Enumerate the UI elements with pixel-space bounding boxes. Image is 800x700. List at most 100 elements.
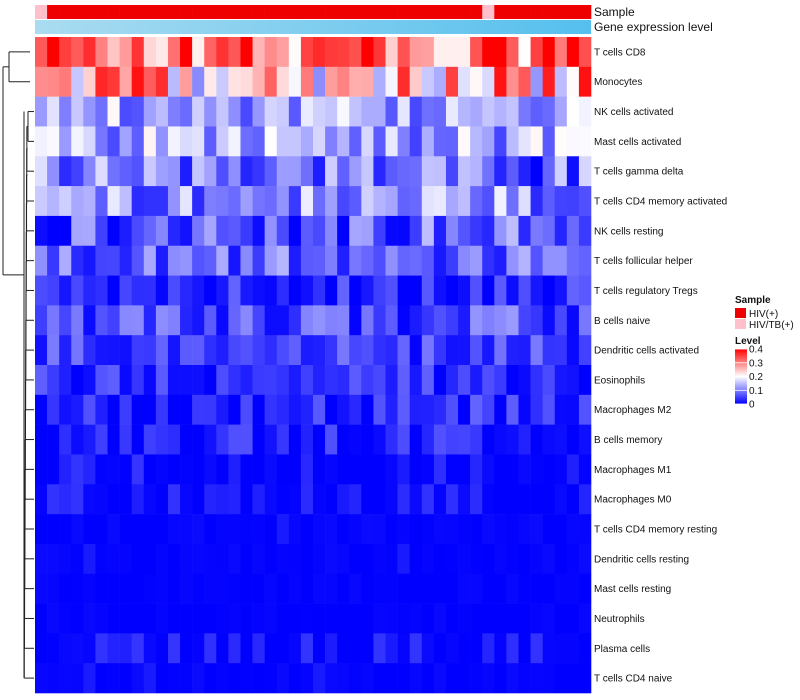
heatmap-cell <box>325 275 338 306</box>
heatmap-cell <box>397 96 410 127</box>
sample-cell <box>361 5 374 19</box>
heatmap-cell <box>59 514 72 545</box>
heatmap-cell <box>192 245 205 276</box>
heatmap-cell <box>107 663 120 694</box>
heatmap-cell <box>155 514 169 545</box>
heatmap-cell <box>216 275 229 306</box>
heatmap-cell <box>433 245 447 276</box>
heatmap-cell <box>433 305 447 336</box>
heatmap-cell <box>83 394 96 425</box>
heatmap-cell <box>313 543 326 575</box>
row-label: T cells CD4 memory resting <box>594 525 717 536</box>
heatmap-cell <box>180 96 193 127</box>
heatmap-cell <box>421 424 435 455</box>
heatmap-cell <box>566 275 580 306</box>
heatmap-cell <box>361 484 374 515</box>
heatmap-cell <box>482 633 495 664</box>
heatmap-cell <box>445 454 459 485</box>
heatmap-cell <box>228 633 241 664</box>
row-label: T cells gamma delta <box>594 167 684 178</box>
heatmap-cell <box>566 66 580 97</box>
heatmap-cell <box>95 394 108 425</box>
heatmap-cell <box>337 633 350 664</box>
heatmap-cell <box>494 66 507 97</box>
heatmap-cell <box>361 186 374 217</box>
heatmap-cell <box>313 37 326 68</box>
heatmap-cell <box>542 365 556 396</box>
heatmap-cell <box>506 663 519 694</box>
heatmap-cell <box>252 633 265 664</box>
heatmap-cell <box>578 543 592 575</box>
heatmap-cell <box>482 37 495 68</box>
heatmap-cell <box>554 484 568 515</box>
heatmap-cell <box>518 37 531 68</box>
heatmap-cell <box>47 484 60 515</box>
heatmap-cell <box>482 335 495 366</box>
heatmap-cell <box>35 454 48 485</box>
heatmap-cell <box>167 305 181 336</box>
heatmap-cell <box>458 66 471 97</box>
heatmap-cell <box>494 484 507 515</box>
heatmap-cell <box>373 156 386 187</box>
heatmap-cell <box>59 394 72 425</box>
heatmap-cell <box>276 156 290 187</box>
heatmap-cells <box>35 37 592 694</box>
heatmap-cell <box>470 275 483 306</box>
heatmap-cell <box>566 156 580 187</box>
heatmap-cell <box>518 335 531 366</box>
heatmap-cell <box>397 66 410 97</box>
heatmap-cell <box>530 484 543 515</box>
heatmap-cell <box>566 573 580 604</box>
heatmap-cell <box>180 454 193 485</box>
heatmap-cell <box>143 215 157 247</box>
heatmap-cell <box>578 365 592 396</box>
heatmap-cell <box>47 394 60 425</box>
heatmap-cell <box>119 365 132 396</box>
heatmap-cell <box>385 245 398 276</box>
heatmap-cell <box>578 454 592 485</box>
heatmap-cell <box>240 573 253 604</box>
row-label: Dendritic cells activated <box>594 346 699 357</box>
heatmap-cell <box>421 126 435 157</box>
heatmap-cell <box>47 424 60 455</box>
heatmap-cell <box>204 37 217 68</box>
heatmap-cell <box>506 543 519 575</box>
sample-cell <box>554 5 568 19</box>
heatmap-cell <box>276 96 290 127</box>
heatmap-cell <box>325 245 338 276</box>
sample-cell <box>228 5 241 19</box>
heatmap-cell <box>421 96 435 127</box>
heatmap-cell <box>252 37 265 68</box>
heatmap-cell <box>155 275 169 306</box>
heatmap-cell <box>276 365 290 396</box>
heatmap-cell <box>566 633 580 664</box>
heatmap-cell <box>361 156 374 187</box>
heatmap-cell <box>143 633 157 664</box>
heatmap-cell <box>35 663 48 694</box>
heatmap-cell <box>192 573 205 604</box>
row-label: Eosinophils <box>594 375 645 386</box>
heatmap-cell <box>192 603 205 634</box>
heatmap-cell <box>313 633 326 664</box>
heatmap-cell <box>518 156 531 187</box>
heatmap-cell <box>554 156 568 187</box>
heatmap-cell <box>506 96 519 127</box>
gene-expression-track-label: Gene expression level <box>594 20 713 34</box>
heatmap-cell <box>433 275 447 306</box>
heatmap-cell <box>530 603 543 634</box>
heatmap-cell <box>276 543 290 575</box>
heatmap-cell <box>554 96 568 127</box>
heatmap-cell <box>228 156 241 187</box>
heatmap-cell <box>313 424 326 455</box>
heatmap-cell <box>240 245 253 276</box>
heatmap-cell <box>578 663 592 694</box>
heatmap-cell <box>421 514 435 545</box>
heatmap-cell <box>385 275 398 306</box>
heatmap-cell <box>155 156 169 187</box>
heatmap-cell <box>180 245 193 276</box>
heatmap-cell <box>373 96 386 127</box>
heatmap-cell <box>192 335 205 366</box>
heatmap-cell <box>482 96 495 127</box>
heatmap-cell <box>470 365 483 396</box>
heatmap-cell <box>240 603 253 634</box>
